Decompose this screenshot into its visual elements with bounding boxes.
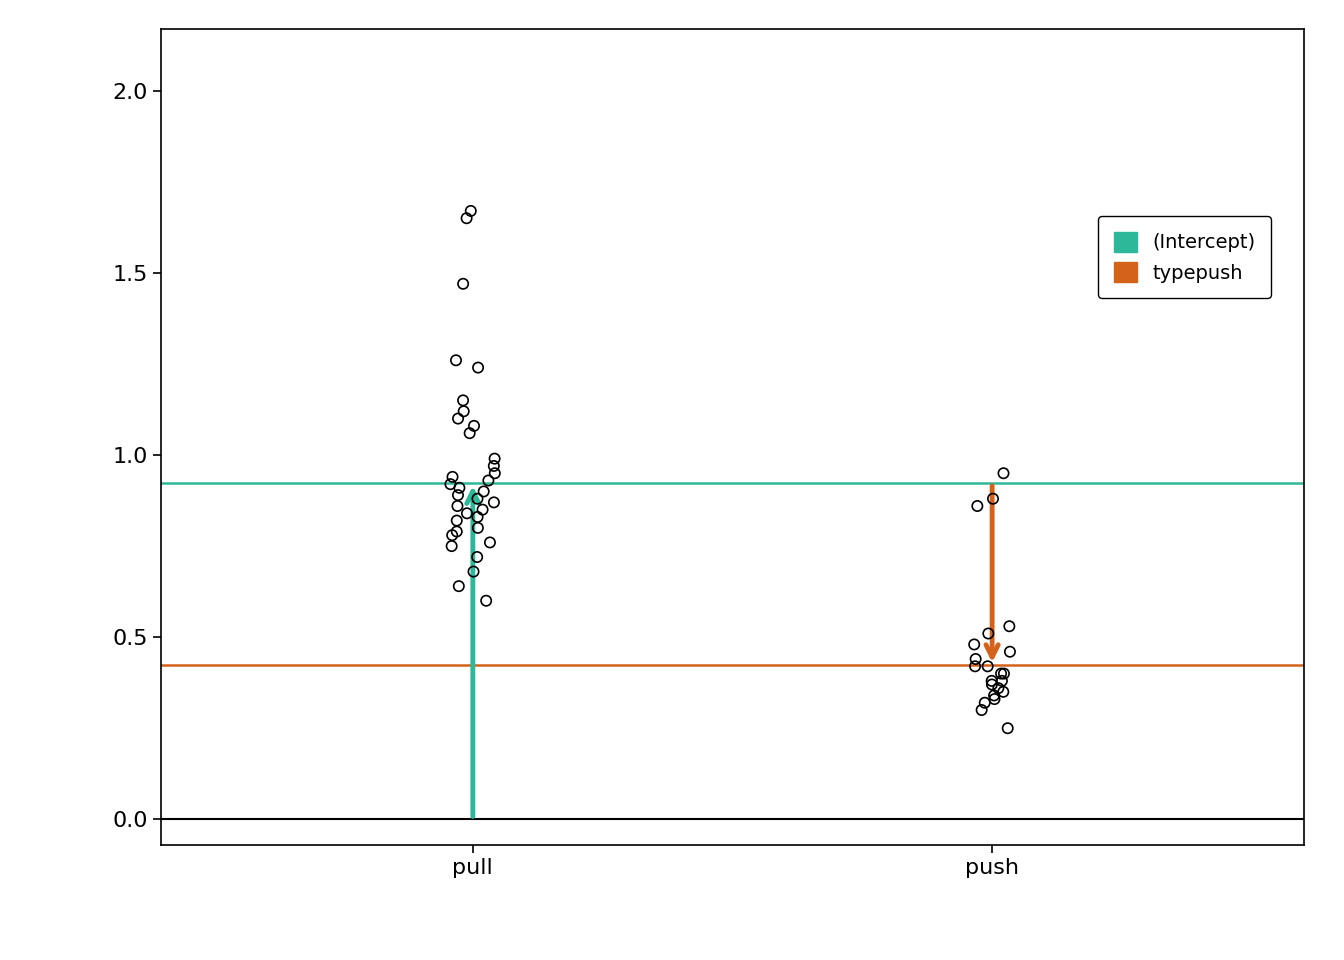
Point (966, 498, 988, 514)
Point (482, 494, 504, 510)
Point (982, 492, 1004, 507)
Point (448, 488, 469, 503)
Point (965, 659, 986, 674)
Point (999, 644, 1020, 660)
Point (453, 276, 474, 292)
Point (473, 484, 495, 499)
Point (472, 502, 493, 517)
Point (466, 549, 488, 564)
Point (446, 513, 468, 528)
Point (991, 666, 1012, 682)
Point (991, 673, 1012, 688)
Point (482, 458, 504, 473)
Point (480, 535, 501, 550)
Point (448, 579, 469, 594)
Point (468, 360, 489, 375)
Point (453, 393, 474, 408)
Point (442, 469, 464, 485)
Point (981, 677, 1003, 692)
Point (448, 411, 469, 426)
Point (460, 204, 481, 219)
Point (458, 425, 480, 441)
Point (468, 520, 489, 536)
Point (446, 498, 468, 514)
Point (441, 527, 462, 542)
Point (974, 695, 996, 710)
Point (970, 703, 992, 718)
Point (988, 681, 1009, 696)
Point (466, 492, 488, 507)
Point (453, 403, 474, 419)
Point (993, 666, 1015, 682)
Point (476, 593, 497, 609)
Point (466, 509, 488, 524)
Point (441, 539, 462, 554)
Point (445, 352, 466, 368)
Point (439, 476, 461, 492)
Point (984, 691, 1005, 707)
Point (456, 506, 477, 521)
Point (977, 626, 999, 641)
Point (977, 659, 999, 674)
Point (484, 466, 505, 481)
Point (964, 636, 985, 652)
Point (446, 524, 468, 540)
Point (477, 473, 499, 489)
Point (999, 618, 1020, 634)
Point (965, 651, 986, 666)
Point (993, 466, 1015, 481)
Point (984, 687, 1005, 703)
Point (449, 480, 470, 495)
Legend: (Intercept), typepush: (Intercept), typepush (1098, 216, 1271, 299)
Point (464, 419, 485, 434)
Point (462, 564, 484, 579)
Point (997, 721, 1019, 736)
Point (993, 684, 1015, 700)
Point (456, 210, 477, 226)
Point (981, 673, 1003, 688)
Point (484, 451, 505, 467)
